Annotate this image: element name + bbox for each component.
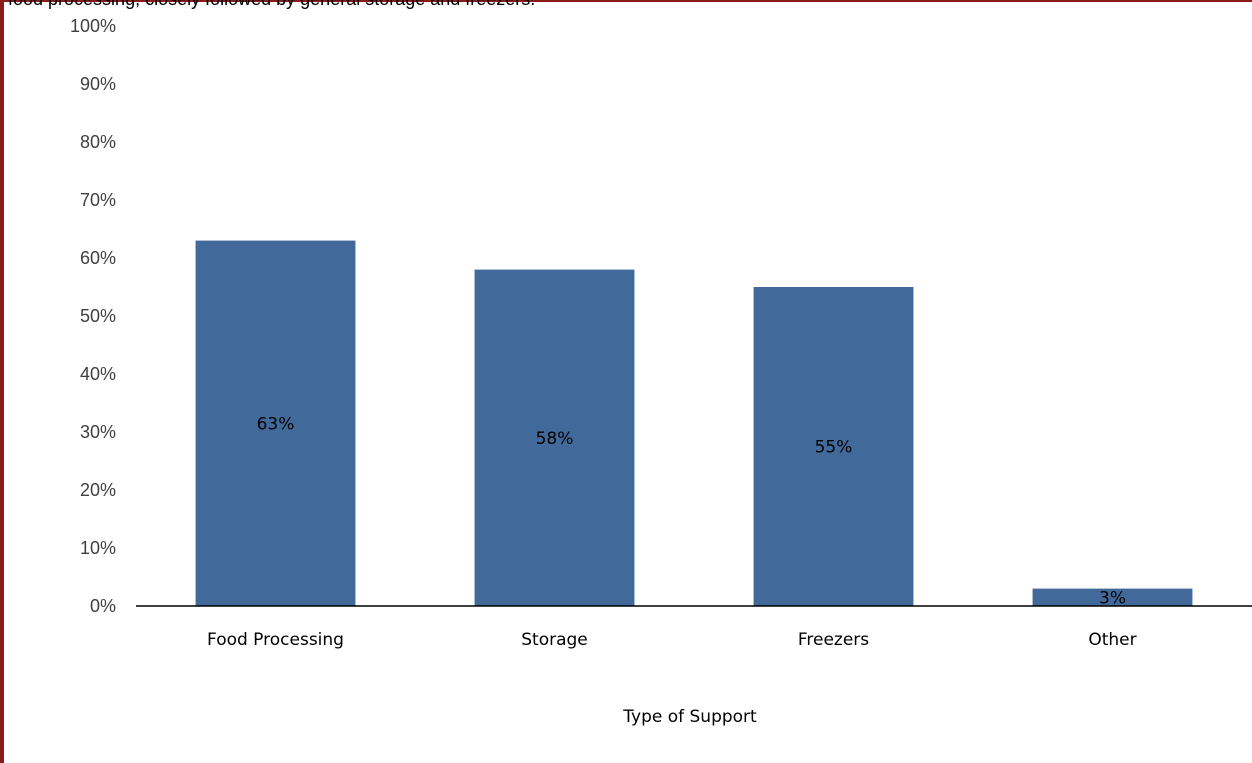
y-tick-label: 60% — [80, 248, 116, 268]
category-label: Other — [1088, 630, 1136, 650]
y-tick-label: 100% — [70, 16, 116, 36]
y-tick-label: 20% — [80, 480, 116, 500]
category-label: Freezers — [798, 630, 869, 650]
y-tick-label: 30% — [80, 422, 116, 442]
y-tick-label: 80% — [80, 132, 116, 152]
data-label: 58% — [536, 429, 574, 449]
data-labels: 63% 58% 55% 3% — [257, 414, 1126, 608]
category-label: Food Processing — [207, 630, 344, 650]
bars — [195, 240, 1193, 606]
x-axis-title: Type of Support — [622, 707, 757, 727]
y-tick-label: 50% — [80, 306, 116, 326]
y-axis-ticks: 0% 10% 20% 30% 40% 50% 60% 70% 80% 90% 100% — [70, 16, 116, 616]
category-labels: Food Processing Storage Freezers Other — [207, 630, 1137, 650]
data-label: 3% — [1099, 588, 1126, 608]
y-tick-label: 70% — [80, 190, 116, 210]
data-label: 63% — [257, 414, 295, 434]
bar-storage — [474, 269, 635, 606]
chart-caption: food processing, closely followed by gen… — [8, 0, 535, 10]
data-label: 55% — [815, 438, 853, 458]
bar-food-processing — [195, 240, 356, 606]
category-label: Storage — [521, 630, 588, 650]
bar-other — [1032, 588, 1193, 606]
y-tick-label: 90% — [80, 74, 116, 94]
bar-freezers — [753, 287, 914, 606]
y-tick-label: 40% — [80, 364, 116, 384]
y-tick-label: 0% — [90, 596, 116, 616]
y-tick-label: 10% — [80, 538, 116, 558]
